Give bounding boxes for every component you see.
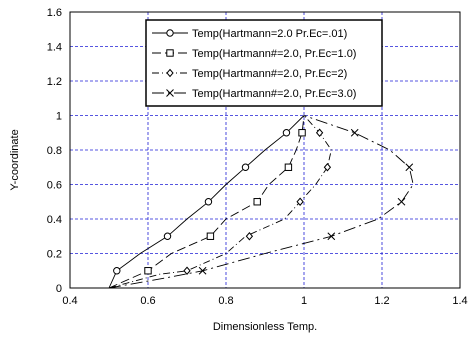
series-3: [108, 115, 332, 289]
data-point: [144, 267, 152, 275]
series-1: [108, 115, 305, 289]
legend-entry: Temp(Hartmann#=2.0, Pr.Ec=2): [152, 68, 347, 80]
data-point: [405, 163, 414, 172]
legend-label: Temp(Hartmann#=2.0, Pr.Ec=1.0): [192, 48, 356, 60]
series-4: [108, 115, 414, 289]
data-point: [284, 163, 293, 171]
y-tick-label: 1: [56, 111, 62, 123]
x-tick-label: 1: [301, 295, 307, 307]
data-point: [315, 128, 324, 138]
legend-label: Temp(Hartmann#=2.0, Pr.Ec=2): [192, 68, 347, 80]
x-tick-label: 1.2: [374, 295, 389, 307]
legend-entry: Temp(Hartmann=2.0 Pr.Ec=.01): [152, 28, 347, 40]
data-point: [241, 163, 250, 171]
data-point: [163, 232, 172, 240]
x-tick-label: 0.4: [62, 295, 77, 307]
data-point: [245, 231, 254, 241]
y-axis-label: Y-coordinate: [9, 129, 21, 190]
y-tick-label: 0.6: [47, 180, 62, 192]
data-point: [327, 232, 336, 241]
data-point: [166, 89, 174, 97]
data-point: [350, 128, 359, 137]
data-point: [298, 129, 306, 137]
series-layer: [108, 115, 414, 289]
data-point: [204, 198, 213, 206]
legend-label: Temp(Hartmann=2.0 Pr.Ec=.01): [192, 28, 347, 40]
legend-entry: Temp(Hartmann#=2.0, Pr.Ec=1.0): [152, 48, 356, 60]
y-tick-label: 0.2: [47, 249, 62, 261]
data-point: [183, 266, 191, 276]
y-tick-label: 1.6: [47, 7, 62, 19]
legend: Temp(Hartmann=2.0 Pr.Ec=.01) Temp(Hartman…: [145, 19, 383, 107]
plot-area-frame: [69, 11, 461, 289]
y-tick-label: 0: [56, 283, 62, 295]
data-point: [397, 197, 406, 206]
legend-box: [145, 19, 383, 107]
data-point: [206, 232, 215, 240]
data-point: [253, 198, 261, 206]
data-point: [282, 129, 291, 137]
series-line: [108, 115, 414, 289]
legend-label: Temp(Hartmann#=2.0, Pr.Ec=3.0): [192, 88, 356, 100]
series-line: [108, 115, 332, 289]
data-point: [113, 267, 121, 275]
x-tick-label: 0.8: [218, 295, 233, 307]
tick-labels: 0.4 0.6 0.8 1 1.2 1.4 0 0.2 0.4 0.6 0.8 1 1.2 1.4 1.6: [47, 7, 468, 307]
x-tick-label: 1.4: [452, 295, 467, 307]
series-2: [108, 115, 306, 289]
data-point: [198, 266, 207, 275]
data-point: [166, 68, 174, 78]
y-tick-label: 0.8: [47, 145, 62, 157]
y-tick-label: 0.4: [47, 214, 62, 226]
y-tick-label: 1.2: [47, 76, 62, 88]
data-point: [166, 29, 174, 37]
data-point: [323, 162, 332, 172]
legend-entry: Temp(Hartmann#=2.0, Pr.Ec=3.0): [152, 88, 356, 100]
x-axis-label: Dimensionless Temp.: [213, 321, 317, 333]
y-tick-label: 1.4: [47, 42, 62, 54]
x-tick-label: 0.6: [140, 295, 155, 307]
data-point: [166, 49, 174, 57]
data-point: [296, 197, 304, 207]
